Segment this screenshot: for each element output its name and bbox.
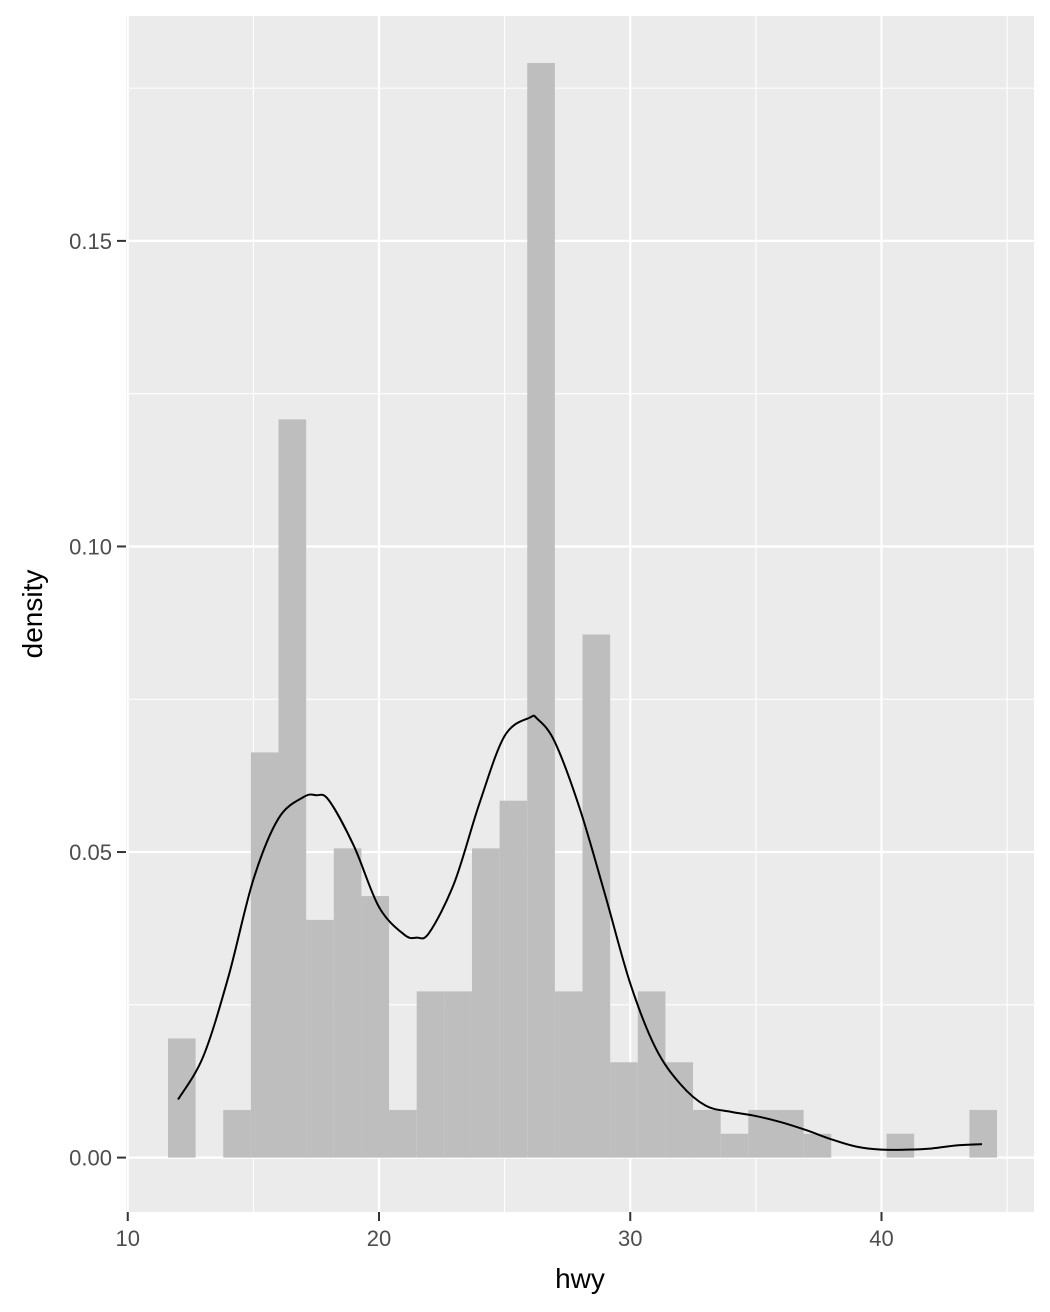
histogram-bar	[527, 63, 555, 1158]
histogram-bar	[969, 1109, 998, 1158]
histogram-bar	[610, 1062, 638, 1158]
histogram-bar	[693, 1109, 721, 1158]
histogram-bar	[167, 1038, 196, 1158]
y-axis-title: density	[17, 570, 48, 659]
histogram-bar	[775, 1109, 804, 1158]
histogram-bar	[361, 896, 390, 1158]
histogram-bar	[720, 1133, 749, 1158]
y-tick-label: 0.00	[69, 1146, 112, 1171]
x-tick-label: 10	[116, 1226, 140, 1251]
x-tick-label: 30	[618, 1226, 642, 1251]
histogram-bar	[665, 1062, 694, 1158]
histogram-bar	[250, 752, 279, 1158]
y-tick-label: 0.05	[69, 840, 112, 865]
histogram-bar	[803, 1133, 832, 1158]
histogram-bar	[471, 848, 500, 1158]
x-axis-title: hwy	[555, 1263, 605, 1294]
histogram-bar	[416, 991, 445, 1158]
y-tick-label: 0.15	[69, 229, 112, 254]
histogram-bar	[306, 919, 334, 1158]
x-tick-label: 20	[367, 1226, 391, 1251]
x-tick-label: 40	[869, 1226, 893, 1251]
y-axis: 0.00 0.05 0.10 0.15	[69, 229, 126, 1171]
y-tick-label: 0.10	[69, 534, 112, 559]
density-curve	[177, 714, 983, 1151]
histogram-bar	[886, 1133, 915, 1158]
histogram-bar	[389, 1109, 417, 1158]
histogram-bars	[167, 63, 998, 1158]
histogram-bar	[333, 848, 362, 1158]
x-axis: 10 20 30 40	[116, 1212, 894, 1251]
grid-minor	[126, 16, 1034, 1212]
histogram-bar	[554, 991, 583, 1158]
histogram-bar	[444, 991, 472, 1158]
histogram-bar	[499, 800, 528, 1158]
histogram-bar	[278, 419, 307, 1158]
histogram-bar	[223, 1109, 251, 1158]
